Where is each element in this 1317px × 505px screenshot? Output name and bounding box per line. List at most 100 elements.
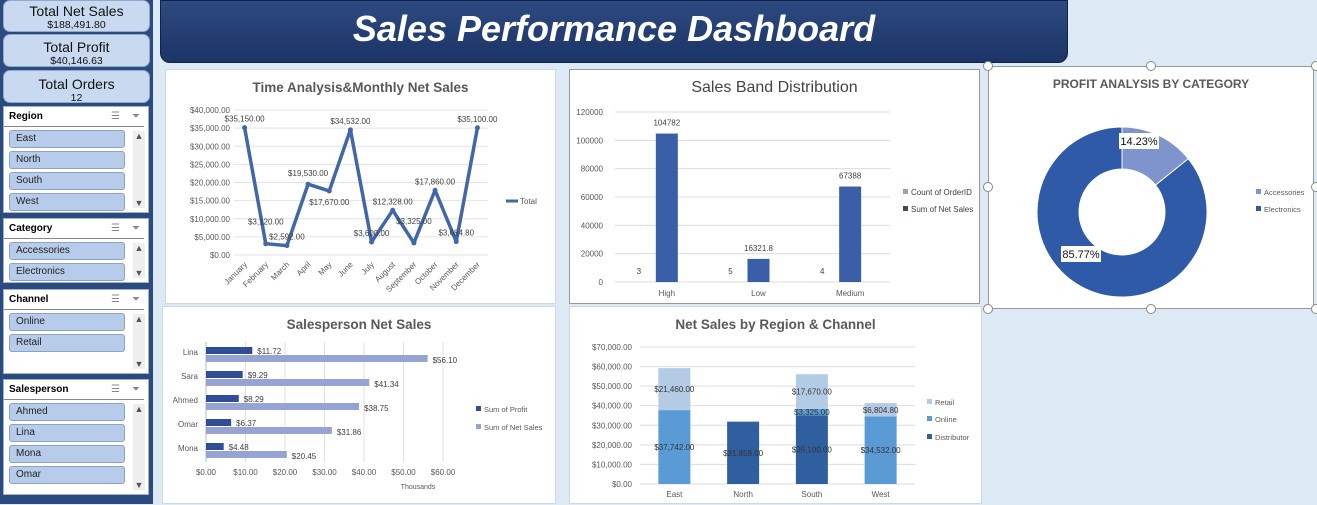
slicer-item[interactable]: Mona <box>9 445 125 463</box>
bar-net-sales <box>206 379 369 386</box>
y-tick-label: $0.00 <box>612 480 633 489</box>
data-label: $56.10 <box>433 356 458 365</box>
x-tick-label: Medium <box>836 289 865 298</box>
x-tick-label: West <box>872 490 891 499</box>
y-tick-label: $60,000.00 <box>592 363 633 372</box>
bar-profit <box>206 347 252 354</box>
y-tick-label: $5,000.00 <box>194 233 230 242</box>
resize-handle[interactable] <box>983 61 993 71</box>
multi-select-icon[interactable]: ☰ <box>111 111 120 122</box>
multi-select-icon[interactable]: ☰ <box>111 294 120 305</box>
resize-handle[interactable] <box>1311 182 1317 192</box>
clear-filter-icon[interactable]: ⏷ <box>132 294 140 305</box>
data-label: $9.29 <box>248 371 269 380</box>
data-label: $4.48 <box>229 443 250 452</box>
scrollbar[interactable]: ▲▼ <box>133 243 145 278</box>
data-label: $6.37 <box>236 419 257 428</box>
kpi-label: Total Net Sales <box>4 3 149 19</box>
data-label: 67388 <box>839 172 862 181</box>
resize-handle[interactable] <box>983 304 993 314</box>
x-tick-label: Low <box>751 289 766 298</box>
legend-label: Distributor <box>935 433 970 442</box>
x-tick-label: $10.00 <box>233 468 258 477</box>
resize-handle[interactable] <box>983 182 993 192</box>
data-label: $6,804.80 <box>863 406 899 415</box>
legend-swatch <box>927 434 932 439</box>
chart-canvas: 0200004000060000800001000001200003104782… <box>570 70 981 305</box>
resize-handle[interactable] <box>1146 304 1156 314</box>
slicer-item[interactable]: Online <box>9 313 125 331</box>
bar-profit <box>206 395 239 402</box>
kpi-label: Total Orders <box>4 76 149 92</box>
slicer-item[interactable]: South <box>9 172 125 190</box>
scrollbar[interactable]: ▲▼ <box>133 131 145 208</box>
legend-swatch <box>927 399 932 404</box>
y-tick-label: $35,000.00 <box>190 124 231 133</box>
resize-handle[interactable] <box>1311 61 1317 71</box>
slicer-item[interactable]: Accessories <box>9 242 125 260</box>
slicer-item[interactable]: Omar <box>9 466 125 484</box>
multi-select-icon[interactable]: ☰ <box>111 384 120 395</box>
data-label: $17,670.00 <box>309 198 350 207</box>
data-label: 4 <box>820 267 825 276</box>
x-tick-label: June <box>336 260 355 279</box>
data-label: 5 <box>728 267 733 276</box>
kpi-total-profit: Total Profit$40,146.63 <box>3 34 150 67</box>
slicer-item[interactable]: North <box>9 151 125 169</box>
legend-swatch <box>1256 206 1261 211</box>
multi-select-icon[interactable]: ☰ <box>111 223 120 234</box>
slicer-item[interactable]: Retail <box>9 334 125 352</box>
slicer-item[interactable]: Lina <box>9 424 125 442</box>
slicer-item[interactable]: West <box>9 193 125 211</box>
slicer-title: Category <box>9 223 52 234</box>
slicer-region: Region ☰ ⏷ East North South West ▲▼ <box>3 106 149 213</box>
clear-filter-icon[interactable]: ⏷ <box>132 384 140 395</box>
slicer-title: Region <box>9 111 43 122</box>
chart-monthly-net-sales[interactable]: $0.00$5,000.00$10,000.00$15,000.00$20,00… <box>165 69 556 304</box>
y-tick-label: 120000 <box>576 108 603 117</box>
bar-net-sales <box>839 187 861 282</box>
x-tick-label: July <box>360 260 376 276</box>
legend-swatch <box>1256 189 1261 194</box>
scrollbar[interactable]: ▲▼ <box>133 404 145 490</box>
legend-swatch <box>927 416 932 421</box>
legend-swatch <box>903 189 908 194</box>
x-tick-label: High <box>659 289 675 298</box>
data-point <box>475 125 480 130</box>
slicer-item[interactable]: Electronics <box>9 263 125 281</box>
data-point <box>242 125 247 130</box>
data-label: $12,328.00 <box>373 197 414 206</box>
chart-region-channel[interactable]: $0.00$10,000.00$20,000.00$30,000.00$40,0… <box>569 306 982 504</box>
y-tick-label: $50,000.00 <box>592 382 633 391</box>
kpi-value: $188,491.80 <box>4 19 149 31</box>
data-point <box>306 182 311 187</box>
slicer-item[interactable]: East <box>9 130 125 148</box>
chart-salesperson-net-sales[interactable]: $0.00$10.00$20.00$30.00$40.00$50.00$60.0… <box>162 306 556 504</box>
data-label: $31,858.00 <box>723 449 764 458</box>
data-label: $17,670.00 <box>792 388 833 397</box>
clear-filter-icon[interactable]: ⏷ <box>132 111 140 122</box>
data-label: $19,530.00 <box>288 169 329 178</box>
resize-handle[interactable] <box>1311 304 1317 314</box>
resize-handle[interactable] <box>1146 61 1156 71</box>
bar-net-sales <box>206 451 287 458</box>
data-label: $11.72 <box>257 347 281 356</box>
data-point <box>390 208 395 213</box>
chart-title: Salesperson Net Sales <box>163 317 555 332</box>
data-label: $8.29 <box>244 395 265 404</box>
clear-filter-icon[interactable]: ⏷ <box>132 223 140 234</box>
slicer-item[interactable]: Ahmed <box>9 403 125 421</box>
y-tick-label: 80000 <box>581 165 604 174</box>
legend-label: Sum of Net Sales <box>484 423 543 432</box>
x-tick-label: May <box>317 260 334 277</box>
y-tick-label: 40000 <box>581 221 604 230</box>
y-tick-label: $20,000.00 <box>592 441 633 450</box>
data-point <box>411 240 416 245</box>
data-label: $38.75 <box>364 404 389 413</box>
scrollbar[interactable]: ▲▼ <box>133 314 145 369</box>
